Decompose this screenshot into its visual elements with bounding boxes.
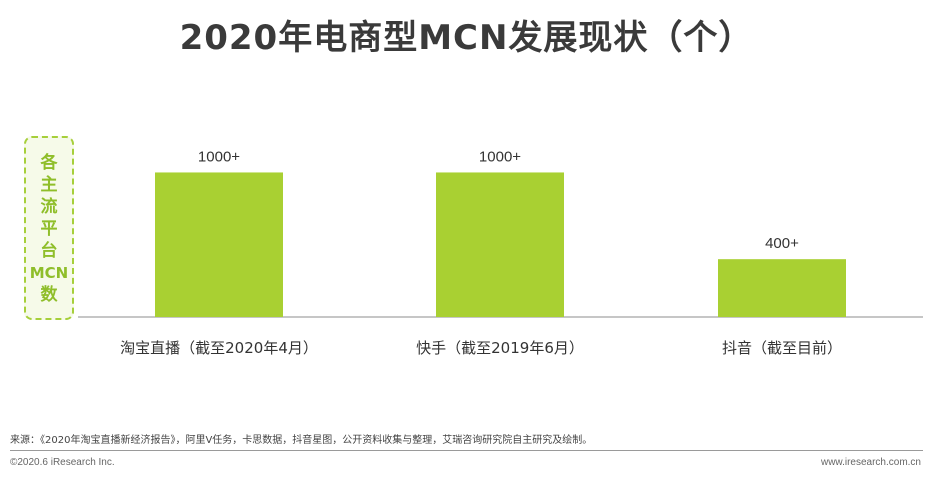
data-label-3: 400+ [765, 235, 799, 252]
bar-3 [718, 259, 846, 317]
footer-divider [10, 450, 923, 451]
chart-title: 2020年电商型MCN发展现状（个） [179, 18, 754, 58]
data-label-1: 1000+ [198, 148, 240, 165]
source-note: 来源：《2020年淘宝直播新经济报告》，阿里V任务，卡思数据，抖音星图，公开资料… [10, 435, 593, 446]
y-axis-label: 各主流平台 MCN 数 [29, 153, 69, 305]
bar-1 [155, 172, 283, 317]
copyright: ©2020.6 iResearch Inc. [10, 457, 115, 468]
bar-2 [436, 172, 564, 317]
y-axis-label-box: 各主流平台 MCN 数 [24, 136, 74, 320]
website-link[interactable]: www.iresearch.com.cn [820, 457, 921, 468]
category-label-3: 抖音（截至目前） [722, 339, 842, 357]
category-label-1: 淘宝直播（截至2020年4月） [120, 339, 318, 357]
data-label-2: 1000+ [479, 148, 521, 165]
category-label-2: 快手（截至2019年6月） [416, 339, 584, 357]
